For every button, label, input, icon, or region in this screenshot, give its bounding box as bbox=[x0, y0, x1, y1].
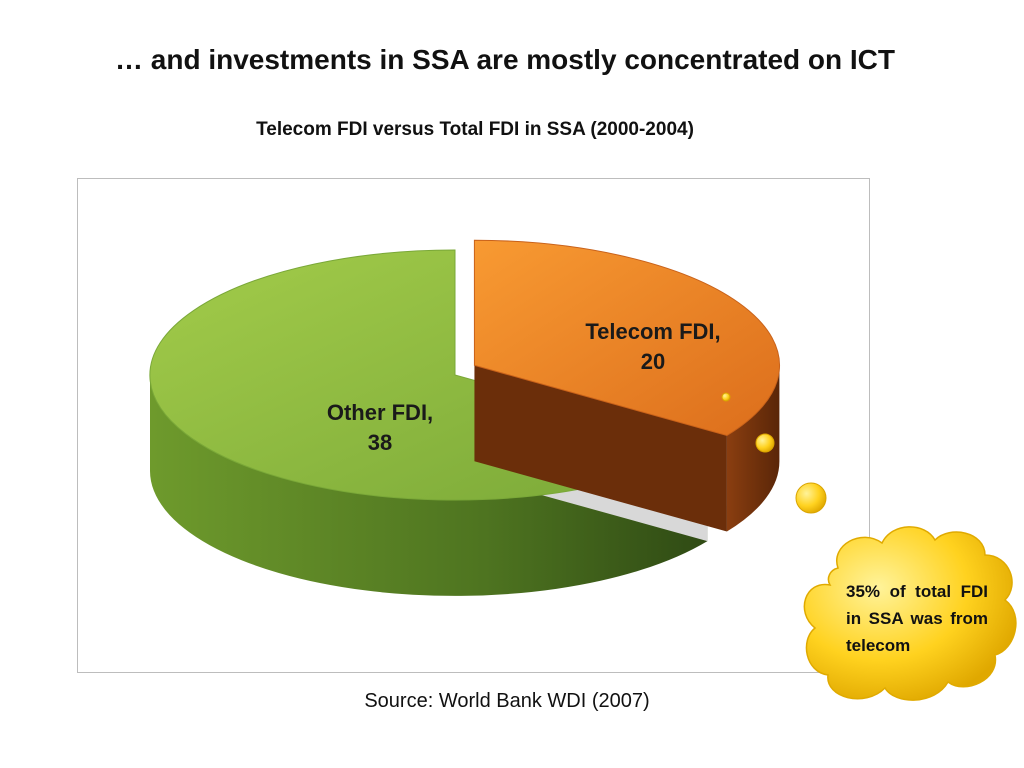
callout-cloud-shape bbox=[803, 526, 1017, 701]
callout-bubble-medium bbox=[755, 433, 775, 453]
callout-cloud bbox=[721, 392, 1017, 701]
pie-cut-telecom-fdi bbox=[474, 365, 727, 532]
pie-side-telecom-fdi-0 bbox=[726, 365, 780, 532]
slide-title: … and investments in SSA are mostly conc… bbox=[114, 44, 896, 75]
chart-source: Source: World Bank WDI (2007) bbox=[364, 690, 650, 712]
callout-text: 35% of total FDI in SSA was from telecom bbox=[846, 582, 988, 655]
slice-label-telecom-value: 20 bbox=[640, 349, 666, 374]
slice-label-telecom: Telecom FDI, 20 bbox=[570, 317, 736, 377]
callout-bubble-small bbox=[721, 392, 731, 402]
slice-label-other-value: 38 bbox=[367, 430, 393, 455]
chart-title: Telecom FDI versus Total FDI in SSA (200… bbox=[256, 119, 694, 140]
slice-label-other: Other FDI, 38 bbox=[300, 398, 460, 458]
pie-slice-telecom-fdi bbox=[473, 239, 780, 437]
callout-bubble-large bbox=[795, 482, 827, 514]
slice-label-telecom-name: Telecom FDI, bbox=[585, 319, 721, 344]
pie-side-other-fdi-0 bbox=[150, 375, 708, 596]
slice-label-other-name: Other FDI, bbox=[326, 400, 434, 425]
